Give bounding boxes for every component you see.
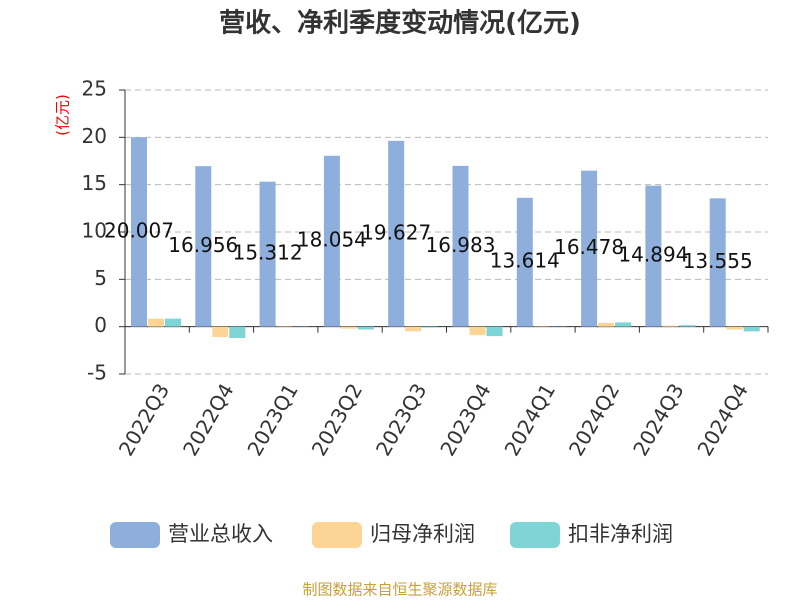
bar (388, 140, 405, 327)
data-label: 20.007 (104, 218, 174, 242)
bar (405, 326, 422, 332)
x-tick-label: 2022Q3 (114, 379, 174, 460)
bar (486, 326, 503, 337)
bar (743, 326, 760, 332)
x-tick-label: 2023Q2 (307, 379, 367, 460)
x-tick-label: 2023Q4 (435, 379, 495, 460)
bar (516, 197, 533, 327)
y-tick-label: 15 (82, 171, 107, 195)
x-tick-label: 2022Q4 (178, 379, 238, 460)
data-label: 14.894 (618, 243, 688, 267)
bar (259, 181, 276, 327)
y-axis-label: (亿元) (54, 94, 72, 136)
y-tick-label: 0 (94, 313, 107, 337)
bar (645, 185, 662, 327)
bar (340, 326, 357, 329)
legend-label: 营业总收入 (168, 522, 273, 546)
bar (131, 137, 147, 327)
bar (615, 322, 632, 327)
y-tick-label: 20 (82, 124, 107, 148)
legend-label: 归母净利润 (370, 522, 475, 546)
legend-swatch (510, 522, 560, 548)
bar (469, 326, 486, 336)
chart-title: 营收、净利季度变动情况(亿元) (219, 8, 581, 39)
data-label: 13.614 (490, 249, 560, 273)
bar (229, 326, 246, 339)
data-label: 19.627 (361, 220, 431, 244)
data-label: 16.478 (554, 235, 624, 259)
bar (452, 165, 469, 327)
bar (709, 198, 726, 327)
x-tick-label: 2024Q4 (692, 379, 752, 460)
bar (195, 166, 212, 327)
bar (357, 326, 374, 330)
legend-swatch (312, 522, 362, 548)
bar (165, 318, 181, 327)
legend-swatch (110, 522, 160, 548)
bar (679, 325, 696, 327)
x-tick-label: 2023Q1 (242, 379, 302, 460)
bar (422, 326, 439, 328)
bar (148, 318, 164, 327)
bar (662, 325, 679, 327)
y-tick-label: 25 (82, 77, 107, 101)
bar (581, 170, 598, 327)
y-tick-label: 5 (94, 266, 107, 290)
data-label: 18.054 (297, 228, 367, 252)
bar (598, 322, 615, 327)
data-label: 15.312 (233, 241, 303, 265)
data-label: 13.555 (683, 249, 753, 273)
bar (726, 326, 743, 330)
bar (212, 326, 229, 338)
x-tick-label: 2024Q1 (500, 379, 560, 460)
legend-label: 扣非净利润 (568, 522, 673, 546)
y-tick-label: 10 (82, 219, 107, 243)
bar (323, 155, 340, 327)
data-label: 16.983 (426, 233, 496, 257)
source-note: 制图数据来自恒生聚源数据库 (302, 581, 497, 599)
x-tick-label: 2024Q3 (628, 379, 688, 460)
x-tick-label: 2023Q3 (371, 379, 431, 460)
data-label: 16.956 (168, 233, 238, 257)
x-tick-label: 2024Q2 (564, 379, 624, 460)
y-tick-label: -5 (87, 361, 107, 385)
